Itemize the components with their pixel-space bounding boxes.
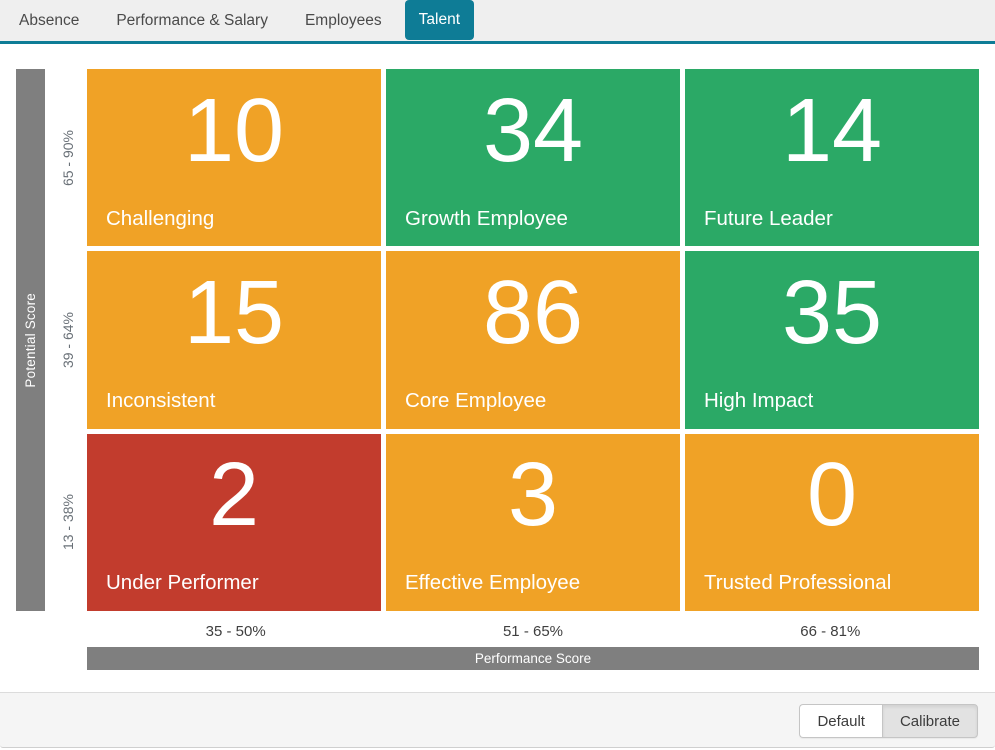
tab-talent[interactable]: Talent [404,0,475,40]
cell-label: Trusted Professional [704,571,892,595]
cell-label: Under Performer [106,571,259,595]
tab-bar: Absence Performance & Salary Employees T… [0,0,995,41]
cell-label: Future Leader [704,206,833,230]
cell-label: Effective Employee [405,571,581,595]
tab-absence[interactable]: Absence [19,11,80,29]
matrix-cell-challenging[interactable]: 10 Challenging [87,69,381,247]
matrix-cell-future-leader[interactable]: 14 Future Leader [685,69,979,247]
tab-employees[interactable]: Employees [304,11,382,29]
cell-count: 2 [208,445,260,546]
y-range-high: 65 - 90% [60,129,76,186]
y-axis-title: Potential Score [23,292,38,388]
y-range-mid: 39 - 64% [60,311,76,369]
matrix-cell-high-impact[interactable]: 35 High Impact [685,251,979,429]
cell-count: 86 [482,262,584,363]
cell-label: High Impact [704,389,814,413]
y-axis-bar: Potential Score [16,69,45,611]
cell-count: 0 [806,445,858,546]
cell-label: Inconsistent [106,389,216,413]
mode-button-group: Default Calibrate [799,704,978,738]
cell-label: Growth Employee [405,206,568,230]
calibrate-button[interactable]: Calibrate [881,704,978,738]
footer-bar: Default Calibrate [0,692,995,748]
active-tab-underline [0,41,995,44]
cell-count: 15 [183,262,285,363]
cell-count: 14 [781,80,883,181]
x-range-low: 35 - 50% [205,623,266,640]
tab-performance-salary[interactable]: Performance & Salary [116,11,268,29]
x-axis-title: Performance Score [474,651,592,666]
matrix-cell-trusted-professional[interactable]: 0 Trusted Professional [685,433,979,611]
cell-count: 3 [507,445,559,546]
matrix-cell-under-performer[interactable]: 2 Under Performer [87,433,381,611]
cell-label: Challenging [106,206,215,230]
talent-matrix-panel: Potential Score 65 - 90% 39 - 64% 13 - 3… [0,44,995,692]
x-axis-range-labels: 35 - 50% 51 - 65% 66 - 81% [87,616,979,647]
cell-label: Core Employee [405,389,547,413]
nine-box-grid: 10 Challenging 34 Growth Employee 14 Fut… [87,69,979,611]
cell-count: 35 [781,262,883,363]
matrix-cell-core-employee[interactable]: 86 Core Employee [386,251,680,429]
x-range-high: 66 - 81% [800,623,861,640]
matrix-cell-effective-employee[interactable]: 3 Effective Employee [386,433,680,611]
cell-count: 10 [183,80,285,181]
matrix-cell-inconsistent[interactable]: 15 Inconsistent [87,251,381,429]
y-axis-range-labels: 65 - 90% 39 - 64% 13 - 38% [50,69,86,611]
cell-count: 34 [482,80,584,181]
x-range-mid: 51 - 65% [502,623,564,640]
x-axis-bar: Performance Score [87,647,979,670]
matrix-cell-growth-employee[interactable]: 34 Growth Employee [386,69,680,247]
y-range-low: 13 - 38% [60,494,76,551]
default-button[interactable]: Default [799,704,882,738]
